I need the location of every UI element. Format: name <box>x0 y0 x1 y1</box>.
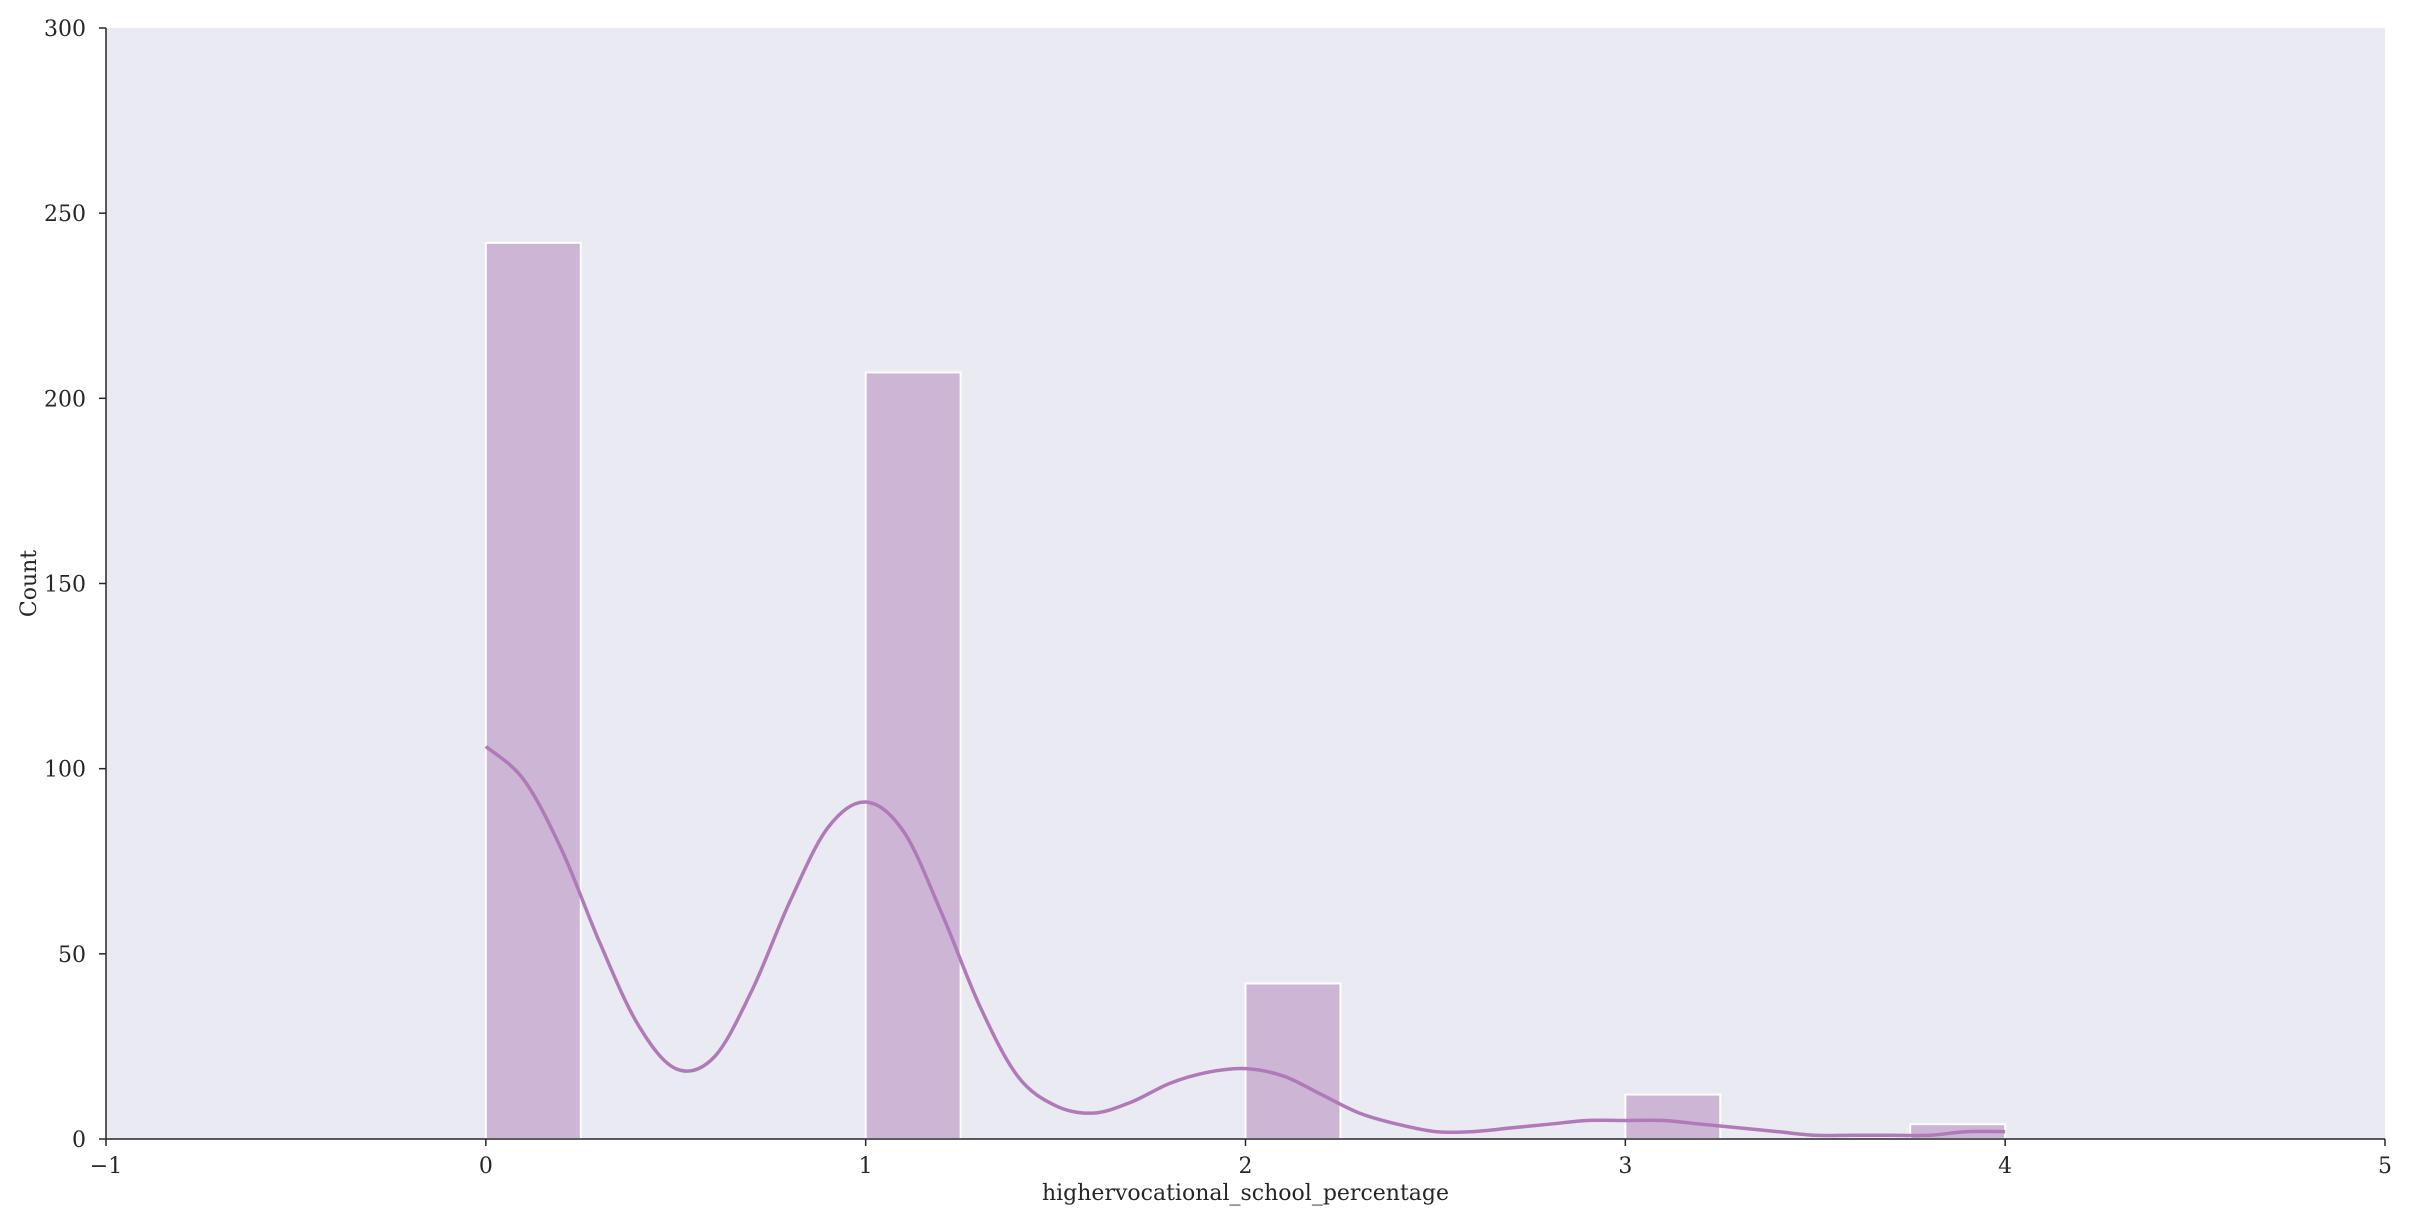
y-tick-label-5: 250 <box>44 202 86 227</box>
x-axis-label: highervocational_school_percentage <box>1042 1181 1449 1206</box>
y-tick-label-2: 100 <box>44 758 86 783</box>
x-ticks-group: −1 0 1 2 3 4 5 <box>90 1139 2392 1179</box>
y-tick-label-1: 50 <box>58 943 86 968</box>
y-tick-label-6: 300 <box>44 17 86 42</box>
histogram-bar-2 <box>1244 982 1342 1141</box>
x-tick-label-6: 5 <box>2378 1154 2392 1179</box>
histogram-bar-0 <box>484 241 582 1140</box>
x-tick-label-3: 2 <box>1239 1154 1253 1179</box>
y-tick-label-4: 200 <box>44 387 86 412</box>
x-tick-label-4: 3 <box>1618 1154 1632 1179</box>
y-tick-label-0: 0 <box>72 1128 86 1153</box>
y-ticks-group: 0 50 100 150 200 250 300 <box>44 17 106 1153</box>
histogram-bar-3 <box>1624 1093 1722 1141</box>
histogram-bar-1 <box>864 371 962 1141</box>
x-tick-label-2: 1 <box>859 1154 873 1179</box>
bars-group <box>484 241 2007 1141</box>
x-tick-label-0: −1 <box>90 1154 122 1179</box>
plot-area <box>106 28 2385 1139</box>
y-tick-label-3: 150 <box>44 573 86 598</box>
x-tick-label-5: 4 <box>1998 1154 2012 1179</box>
x-tick-label-1: 0 <box>479 1154 493 1179</box>
kde-line <box>484 745 2006 1138</box>
y-axis-label: Count <box>17 550 42 617</box>
